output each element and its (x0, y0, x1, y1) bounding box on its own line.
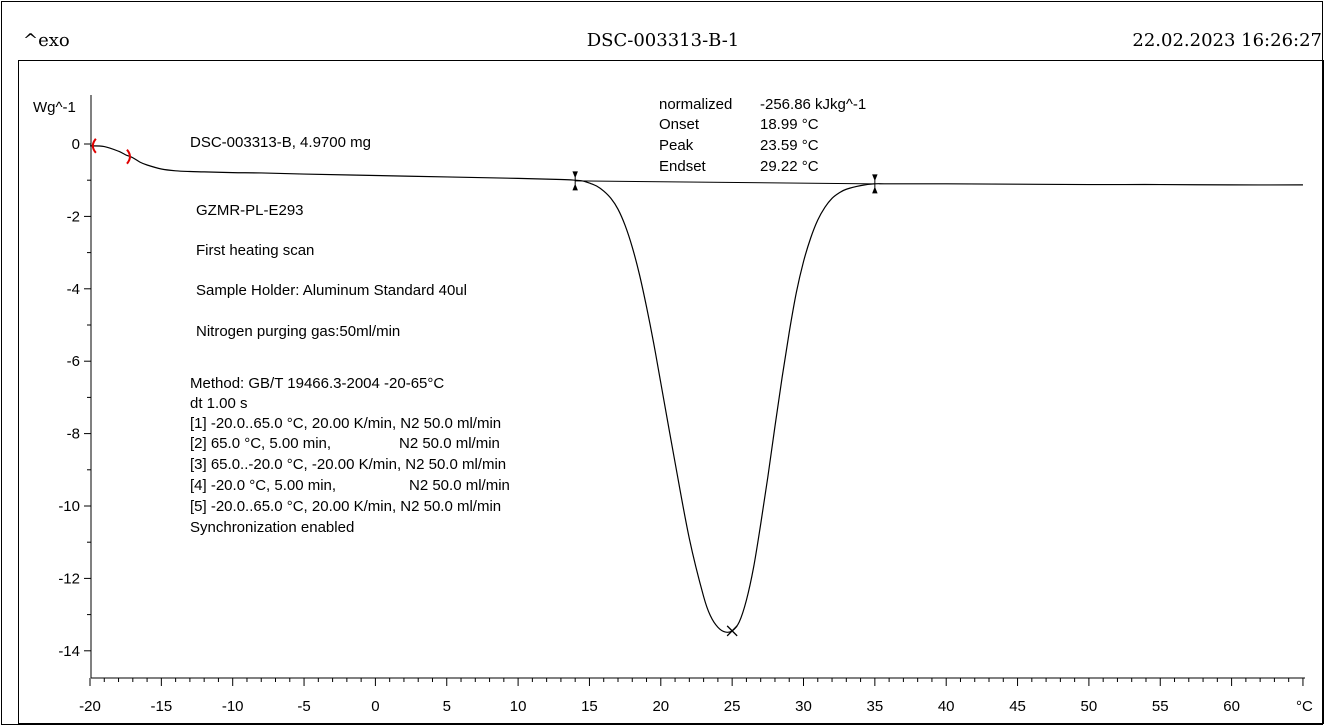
x-tick-label: 50 (1081, 698, 1098, 715)
result-label: normalized (659, 96, 732, 113)
x-tick-label: -15 (151, 698, 173, 715)
timestamp: 22.02.2023 16:26:27 (1132, 30, 1322, 51)
x-tick-label: -5 (297, 698, 310, 715)
result-value: 18.99 °C (760, 116, 819, 133)
result-value: -256.86 kJkg^-1 (760, 96, 866, 113)
chart-marks (89, 138, 1303, 637)
method-line: Method: GB/T 19466.3-2004 -20-65°C (190, 375, 444, 392)
x-tick-label: 10 (510, 698, 527, 715)
y-tick-label: 0 (72, 136, 80, 153)
note-line: First heating scan (196, 242, 314, 259)
x-tick-label: 35 (867, 698, 884, 715)
x-tick-label: 15 (581, 698, 598, 715)
method-line: dt 1.00 s (190, 395, 248, 412)
x-axis-unit-label: °C (1296, 698, 1313, 715)
y-axis-label: Wg^-1 (33, 99, 76, 116)
result-label: Endset (659, 158, 707, 175)
exo-direction-label: ^exo (23, 30, 70, 51)
x-tick-label: 45 (1009, 698, 1026, 715)
plot-frame (18, 60, 1324, 724)
x-tick-label: 20 (652, 698, 669, 715)
x-tick-label: -20 (79, 698, 101, 715)
y-tick-label: -2 (67, 208, 80, 225)
x-tick-label: 30 (795, 698, 812, 715)
y-tick-label: -10 (58, 498, 80, 515)
x-tick-label: 60 (1223, 698, 1240, 715)
result-value: 23.59 °C (760, 137, 819, 154)
method-line-suffix: N2 50.0 ml/min (409, 477, 510, 494)
method-line-suffix: N2 50.0 ml/min (399, 435, 500, 452)
method-line: [2] 65.0 °C, 5.00 min, (190, 435, 331, 452)
result-value: 29.22 °C (760, 158, 819, 175)
sample-label: DSC-003313-B, 4.9700 mg (190, 134, 371, 151)
method-line: [4] -20.0 °C, 5.00 min, (190, 477, 336, 494)
method-line: [1] -20.0..65.0 °C, 20.00 K/min, N2 50.0… (190, 415, 501, 432)
integration-baseline (575, 180, 875, 185)
peak-marker (726, 625, 738, 637)
result-label: Peak (659, 137, 694, 154)
x-tick-label: 55 (1152, 698, 1169, 715)
segment-start-mark (91, 138, 97, 154)
method-line: Synchronization enabled (190, 519, 354, 536)
integration-limit-marker (572, 171, 578, 191)
note-line: Sample Holder: Aluminum Standard 40ul (196, 282, 467, 299)
y-tick-label: -4 (67, 281, 80, 298)
x-tick-label: 25 (724, 698, 741, 715)
x-tick-label: 0 (371, 698, 379, 715)
method-line: [5] -20.0..65.0 °C, 20.00 K/min, N2 50.0… (190, 498, 501, 515)
x-tick-label: -10 (222, 698, 244, 715)
x-tick-label: 40 (938, 698, 955, 715)
note-line: GZMR-PL-E293 (196, 202, 304, 219)
y-tick-label: -12 (58, 570, 80, 587)
result-label: Onset (659, 116, 700, 133)
dsc-curve (89, 145, 1303, 633)
x-tick-label: 5 (443, 698, 451, 715)
y-tick-label: -8 (67, 426, 80, 443)
y-tick-label: -14 (58, 643, 80, 660)
axes: -20 -15 -10 -5 0 5 10 15 20 25 30 35 40 45 50 55 60 0 -2 -4… (58, 95, 1305, 715)
method-line: [3] 65.0..-20.0 °C, -20.00 K/min, N2 50.… (190, 456, 506, 473)
segment-end-mark (126, 149, 131, 165)
integration-limit-marker (872, 174, 878, 194)
note-line: Nitrogen purging gas:50ml/min (196, 323, 400, 340)
chart-title: DSC-003313-B-1 (586, 30, 740, 51)
y-tick-label: -6 (67, 353, 80, 370)
